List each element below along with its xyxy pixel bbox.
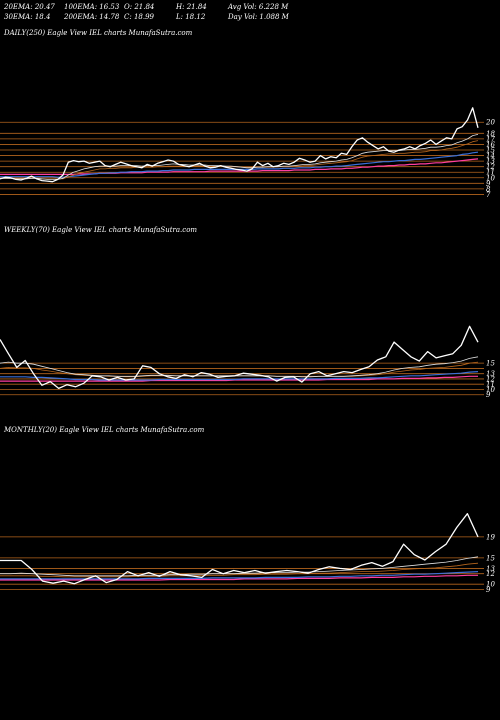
stat-200ema: 200EMA: 14.78 [64, 13, 120, 21]
stats-row-1: 20EMA: 20.47 100EMA: 16.53 O: 21.84 H: 2… [4, 2, 496, 12]
tick-label: 18 [486, 130, 495, 138]
stat-100ema: 100EMA: 16.53 [64, 3, 120, 11]
tick-label: 15 [486, 147, 495, 155]
ema200-line [0, 574, 478, 581]
price-line [0, 107, 479, 183]
ema20-line [0, 556, 479, 577]
tick-label: 10 [486, 174, 495, 182]
tick-label: 11 [486, 381, 495, 389]
stats-row-2: 30EMA: 18.4 200EMA: 14.78 C: 18.99 L: 18… [4, 12, 496, 22]
tick-label: 15 [486, 554, 495, 562]
tick-label: 13 [486, 158, 495, 166]
tick-label: 20 [485, 119, 495, 127]
tick-label: 9 [486, 180, 491, 188]
stat-high: H: 21.84 [176, 3, 207, 11]
stat-close: C: 18.99 [124, 13, 154, 21]
tick-label: 19 [486, 533, 495, 541]
tick-label: 8 [486, 185, 491, 193]
tick-label: 7 [486, 191, 491, 199]
tick-label: 10 [486, 386, 495, 394]
tick-label: 13 [486, 370, 495, 378]
ema100-line [0, 571, 479, 580]
ema20-line [0, 134, 479, 180]
stat-open: O: 21.84 [124, 3, 155, 11]
ema30-line [0, 562, 479, 578]
tick-label: 12 [486, 570, 495, 578]
tick-label: 12 [486, 163, 495, 171]
ema20-line [0, 356, 479, 378]
stat-20ema: 20EMA: 20.47 [4, 3, 55, 11]
stat-30ema: 30EMA: 18.4 [4, 13, 51, 21]
weekly-chart-label: WEEKLY(70) Eagle View IEL charts MunafaS… [4, 226, 198, 234]
tick-label: 15 [486, 360, 495, 368]
monthly-chart-label: MONTHLY(20) Eagle View IEL charts Munafa… [4, 426, 205, 434]
price-line [0, 325, 479, 390]
tick-label: 9 [486, 391, 491, 399]
tick-label: 13 [486, 565, 495, 573]
tick-label: 11 [486, 169, 495, 177]
tick-label: 17 [486, 135, 495, 143]
tick-label: 10 [486, 581, 495, 589]
stat-avg-vol: Avg Vol: 6.228 M [228, 3, 289, 11]
stat-day-vol: Day Vol: 1.088 M [228, 13, 289, 21]
ema100-line [0, 371, 479, 381]
stat-low: L: 18.12 [176, 13, 206, 21]
price-line [0, 513, 479, 585]
tick-label: 16 [486, 141, 495, 149]
tick-label: 9 [486, 586, 491, 594]
tick-label: 12 [486, 375, 495, 383]
stats-header: 20EMA: 20.47 100EMA: 16.53 O: 21.84 H: 2… [4, 2, 496, 22]
tick-label: 14 [486, 152, 495, 160]
ema200-line [0, 158, 479, 176]
ema200-line [0, 375, 478, 382]
daily-chart-label: DAILY(250) Eagle View IEL charts MunafaS… [4, 29, 193, 37]
